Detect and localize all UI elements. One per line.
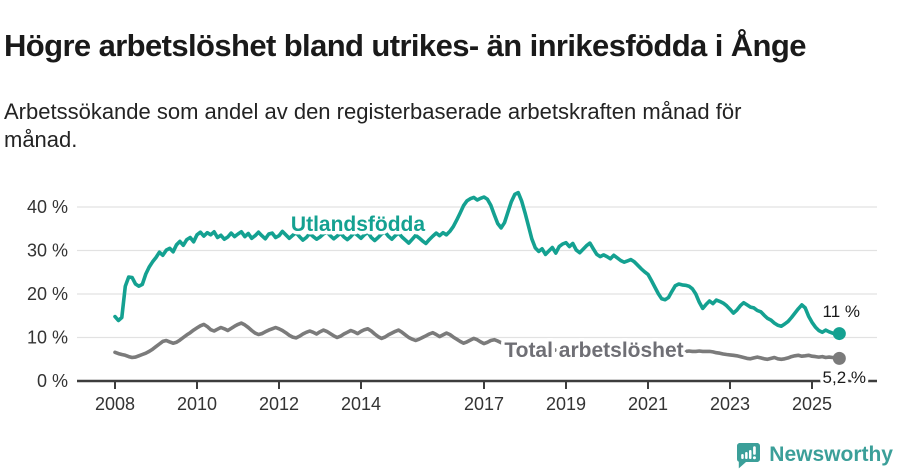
x-axis-tick-label: 2014 [341, 394, 381, 414]
y-axis-tick-label: 40 % [27, 197, 68, 217]
end-point-dot-utlandsfodda [832, 327, 846, 341]
y-axis-tick-label: 10 % [27, 328, 68, 348]
x-axis-tick-label: 2019 [546, 394, 586, 414]
y-axis-tick-label: 20 % [27, 284, 68, 304]
x-axis-tick-label: 2023 [710, 394, 750, 414]
end-value-label-utlandsfodda: 11 % [823, 302, 861, 321]
x-axis-tick-label: 2021 [628, 394, 668, 414]
y-axis-tick-label: 0 % [37, 371, 68, 391]
newsworthy-wordmark: Newsworthy [769, 443, 893, 466]
series-label-utlandsfodda: Utlandsfödda [291, 213, 425, 236]
x-axis-tick-label: 2010 [177, 394, 217, 414]
newsworthy-logo: Newsworthy [734, 441, 893, 469]
subtitle-line-1: Arbetssökande som andel av den registerb… [4, 99, 742, 124]
x-axis-tick-label: 2017 [464, 394, 504, 414]
x-axis-tick-label: 2008 [95, 394, 135, 414]
series-line-total [113, 321, 842, 362]
x-axis-tick-label: 2012 [259, 394, 299, 414]
newsworthy-bubble-chart-icon [737, 443, 761, 469]
subtitle-line-2: månad. [4, 127, 78, 152]
end-value-label-total: 5,2 % [823, 368, 866, 387]
end-point-dot-total [832, 351, 846, 365]
page-title: Högre arbetslöshet bland utrikes- än inr… [4, 27, 806, 63]
x-axis-tick-label: 2025 [792, 394, 832, 414]
series-line-utlandsfodda [113, 190, 842, 336]
series-label-total: Total arbetslöshet [504, 339, 683, 362]
y-axis-tick-label: 30 % [27, 241, 68, 261]
chart-subtitle: Arbetssökande som andel av den registerb… [4, 98, 844, 154]
